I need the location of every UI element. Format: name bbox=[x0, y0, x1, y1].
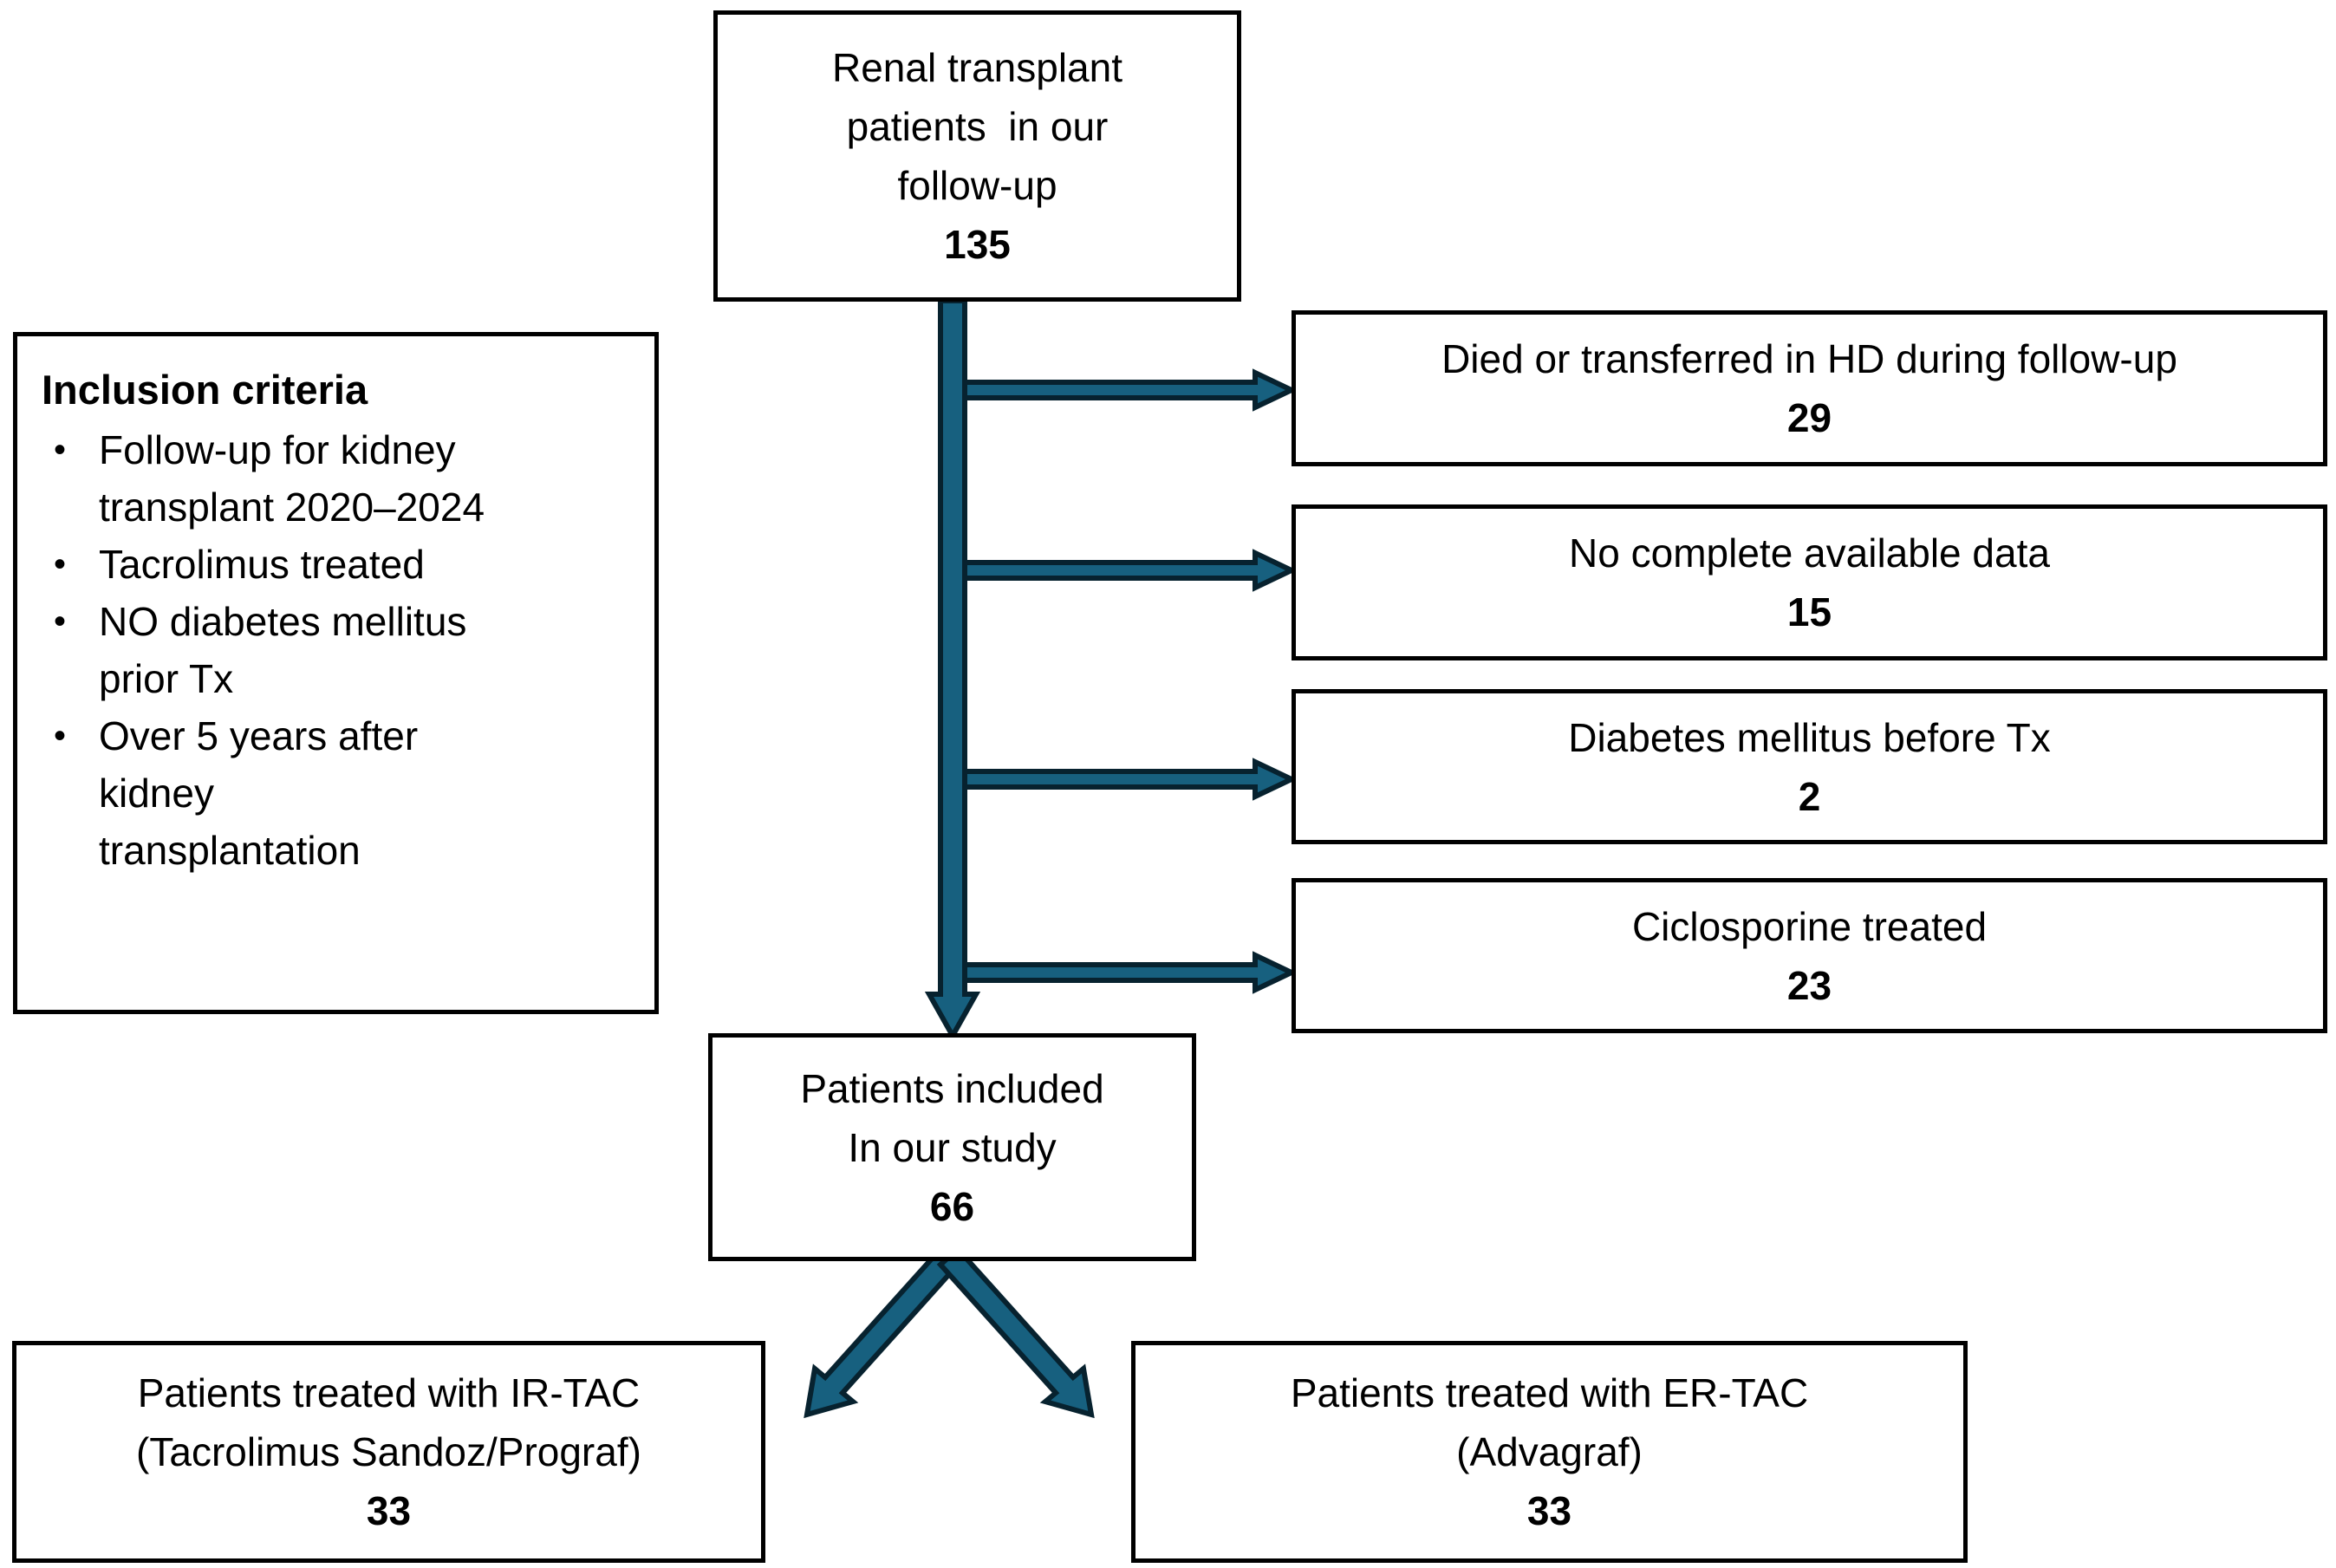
box-patients-included: Patients included In our study 66 bbox=[708, 1033, 1196, 1261]
box-excluded-no-data: No complete available data 15 bbox=[1292, 504, 2327, 660]
box-inclusion-criteria: Inclusion criteria • Follow-up for kidne… bbox=[13, 332, 659, 1014]
box-excluded-diabetes: Diabetes mellitus before Tx 2 bbox=[1292, 689, 2327, 844]
box-renal-transplant-patients: Renal transplant patients in our follow-… bbox=[713, 10, 1241, 302]
box-excluded-ciclosporine: Ciclosporine treated 23 bbox=[1292, 878, 2327, 1033]
bullet-text: Tacrolimus treated bbox=[99, 542, 425, 587]
bullet-text: Follow-up for kidney transplant 2020–202… bbox=[99, 427, 485, 530]
box-text-line: Patients treated with IR-TAC bbox=[137, 1370, 641, 1415]
arrow-split-right-icon bbox=[936, 1245, 1095, 1419]
box-group-ir-tac: Patients treated with IR-TAC (Tacrolimus… bbox=[12, 1341, 765, 1563]
patient-count: 33 bbox=[1526, 1488, 1572, 1533]
exclusion-count: 15 bbox=[1786, 589, 1832, 634]
patient-count: 66 bbox=[929, 1183, 975, 1229]
inclusion-criteria-title: Inclusion criteria bbox=[42, 367, 368, 413]
exclusion-label: Ciclosporine treated bbox=[1631, 903, 1988, 949]
arrow-split-left-icon bbox=[804, 1245, 962, 1419]
box-text-line: Renal transplant bbox=[832, 45, 1122, 90]
box-text-line: (Tacrolimus Sandoz/Prograf) bbox=[136, 1429, 641, 1474]
patient-count: 135 bbox=[944, 222, 1011, 267]
box-text-line: (Advagraf) bbox=[1456, 1429, 1643, 1474]
patient-count: 33 bbox=[366, 1488, 412, 1533]
box-group-er-tac: Patients treated with ER-TAC (Advagraf) … bbox=[1131, 1341, 1968, 1563]
exclusion-count: 2 bbox=[1798, 773, 1821, 819]
arrow-branch-died-hd-icon bbox=[962, 368, 1298, 412]
exclusion-label: Diabetes mellitus before Tx bbox=[1568, 714, 2051, 760]
exclusion-label: Died or transferred in HD during follow-… bbox=[1441, 336, 2177, 381]
bullet-text: NO diabetes mellitus prior Tx bbox=[99, 599, 467, 701]
box-text-line: In our study bbox=[848, 1124, 1057, 1170]
arrow-trunk-down-icon bbox=[924, 298, 981, 1042]
inclusion-bullet-item: • Tacrolimus treated bbox=[35, 536, 637, 593]
bullet-icon: • bbox=[54, 431, 67, 469]
bullet-icon: • bbox=[54, 602, 67, 641]
box-text-line: patients in our bbox=[846, 104, 1109, 149]
inclusion-bullet-item: • Over 5 years after kidney transplantat… bbox=[35, 707, 637, 879]
inclusion-bullet-item: • NO diabetes mellitus prior Tx bbox=[35, 593, 637, 707]
exclusion-count: 23 bbox=[1786, 962, 1832, 1008]
bullet-icon: • bbox=[54, 545, 67, 583]
box-text-line: follow-up bbox=[897, 163, 1057, 208]
box-text-line: Patients treated with ER-TAC bbox=[1290, 1370, 1809, 1415]
box-text-line: Patients included bbox=[800, 1065, 1104, 1111]
arrow-branch-no-data-icon bbox=[962, 549, 1298, 592]
bullet-text: Over 5 years after kidney transplantatio… bbox=[99, 713, 419, 873]
arrow-branch-diabetes-icon bbox=[962, 758, 1298, 801]
bullet-icon: • bbox=[54, 717, 67, 755]
exclusion-label: No complete available data bbox=[1569, 530, 2050, 576]
arrow-branch-ciclosporine-icon bbox=[962, 951, 1298, 994]
exclusion-count: 29 bbox=[1786, 395, 1832, 440]
box-excluded-died-hd: Died or transferred in HD during follow-… bbox=[1292, 310, 2327, 466]
inclusion-bullet-item: • Follow-up for kidney transplant 2020–2… bbox=[35, 421, 637, 536]
